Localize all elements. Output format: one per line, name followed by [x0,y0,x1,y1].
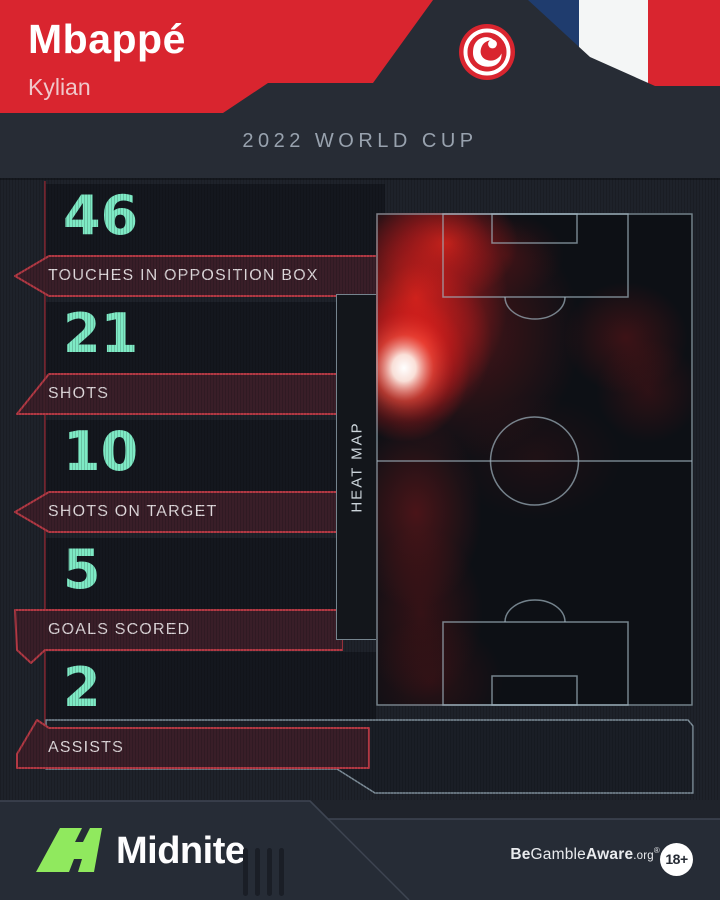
stat-panel [45,652,376,728]
footer-background [0,800,720,900]
aware-be: Be [510,846,531,864]
pitch-lines [376,213,693,706]
aware-org: .org [633,850,654,863]
tournament-title: 2022 WORLD CUP [242,130,478,152]
heatmap-side-tab: HEAT MAP [336,294,376,640]
pitch-heatmap [376,213,693,706]
aware-gamble: Gamble [530,846,587,864]
heatmap-label: HEAT MAP [348,421,365,513]
stat-panel [45,420,336,492]
stat-ribbon: TOUCHES IN OPPOSITION BOX [13,246,380,321]
midnite-crest-icon [459,24,515,80]
stat-label: SHOTS ON TARGET [48,503,218,520]
brand-wordmark: Midnite [116,830,246,872]
begambleaware-text: BeGambleAware.org® [0,846,660,864]
heat-blobs [376,213,693,706]
stat-value: 10 [63,420,139,483]
midnite-m-logo [36,828,102,872]
stat-value: 5 [63,538,101,601]
age-18-badge: 18+ [660,843,693,876]
stat-ribbon: SHOTS ON TARGET [13,482,344,557]
stat-label: GOALS SCORED [48,621,191,638]
stat-ribbon: SHOTS [13,364,344,439]
stat-value: 21 [63,302,139,365]
stat-ribbon: ASSISTS [13,718,375,793]
stat-label: SHOTS [48,385,110,402]
player-name-ribbon [0,0,433,113]
stat-value: 2 [63,656,101,719]
stat-panel [45,184,385,256]
vertical-guide-line [44,181,46,768]
registered-mark: ® [653,846,660,855]
footer-grill-decoration [243,848,284,896]
player-firstname: Kylian [28,74,91,100]
stat-label: TOUCHES IN OPPOSITION BOX [48,267,319,284]
stat-panel [45,302,336,374]
stat-value: 46 [63,184,139,247]
stat-panel [45,538,336,610]
stat-label: ASSISTS [48,739,124,756]
flag-red-stripe [648,0,720,86]
stat-ribbon: GOALS SCORED [13,600,344,675]
aware-aware: Aware [586,846,634,864]
player-surname: Mbappé [28,16,186,62]
